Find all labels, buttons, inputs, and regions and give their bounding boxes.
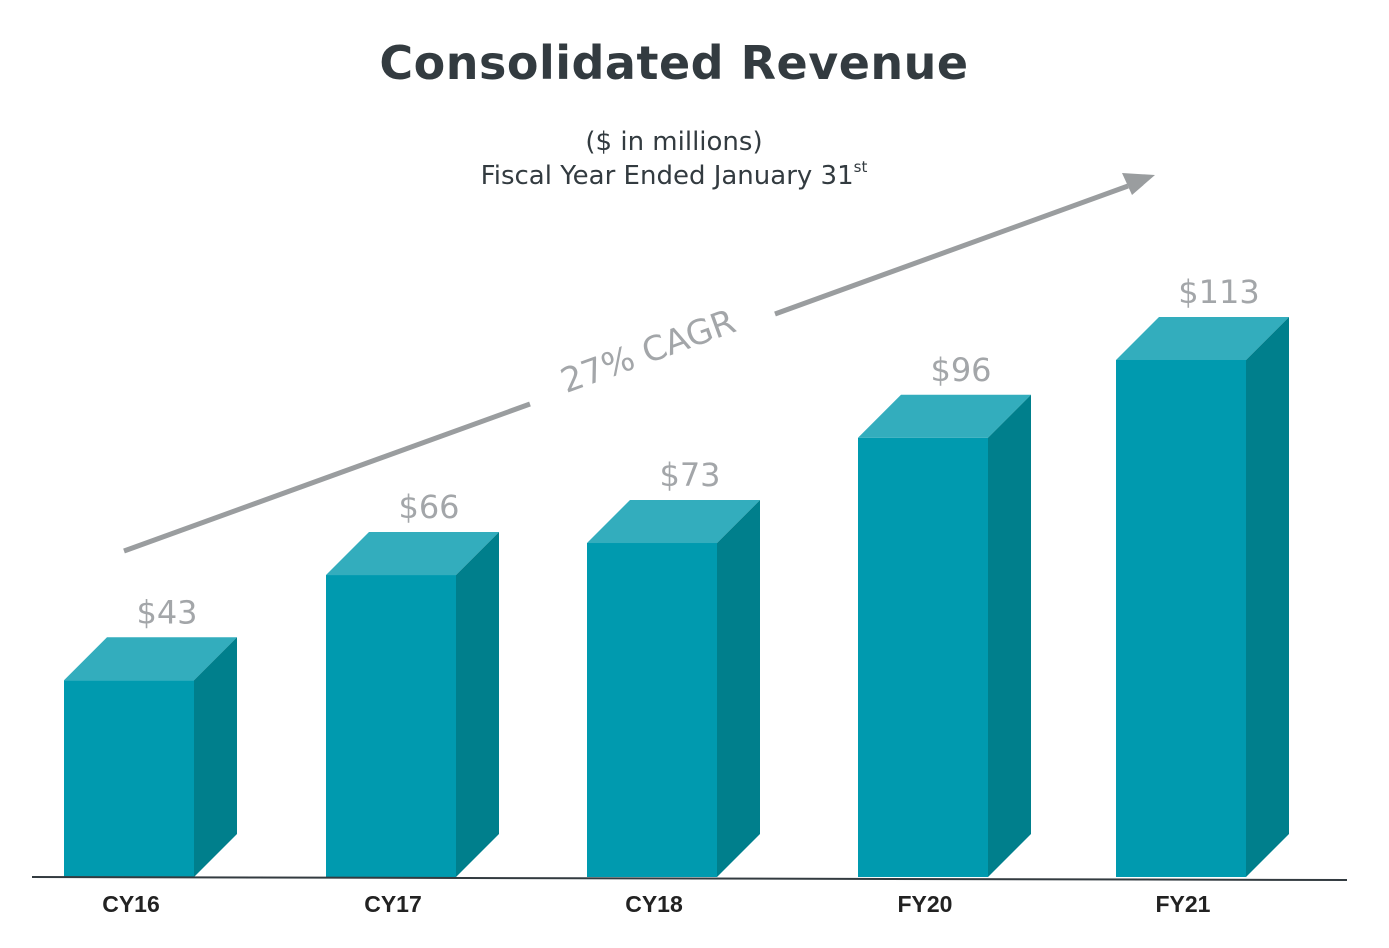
chart-title: Consolidated Revenue	[379, 36, 969, 90]
arrow-segment-right	[774, 183, 1129, 317]
chart-subtitle: ($ in millions) Fiscal Year Ended Januar…	[0, 125, 1348, 193]
bar-side-face	[1246, 317, 1289, 877]
subtitle-fiscal-year: Fiscal Year Ended January 31st	[0, 159, 1348, 193]
x-axis-line	[31, 876, 1348, 881]
bar-top-face	[1116, 317, 1289, 360]
category-label: FY21	[1156, 891, 1211, 917]
bar-side-face	[194, 637, 237, 877]
value-label: $43	[136, 593, 197, 631]
bar-side-face	[988, 394, 1031, 877]
bar-cy16: $43 CY16	[64, 593, 237, 917]
bar-fy20: $96 FY20	[858, 351, 1031, 917]
bar-side-face	[456, 532, 499, 877]
bars-group: $43 CY16 $66 CY17 $73 CY18 $96 FY20 $113 FY21	[64, 273, 1289, 917]
value-label: $66	[398, 488, 459, 526]
value-label: $96	[930, 351, 991, 389]
category-label: CY17	[364, 891, 422, 917]
bar-front-face	[858, 437, 988, 877]
category-label: FY20	[898, 891, 953, 917]
bar-top-face	[64, 637, 237, 681]
subtitle-fiscal-text: Fiscal Year Ended January 31	[480, 161, 854, 191]
subtitle-ordinal-suffix: st	[853, 158, 868, 176]
category-label: CY16	[102, 891, 160, 917]
bar-side-face	[717, 500, 760, 877]
bar-top-face	[326, 532, 499, 576]
subtitle-units: ($ in millions)	[585, 127, 763, 157]
bar-fy21: $113 FY21	[1116, 273, 1289, 917]
cagr-label: 27% CAGR	[556, 302, 741, 402]
bar-cy17: $66 CY17	[326, 488, 499, 917]
bar-top-face	[858, 394, 1031, 438]
bar-front-face	[64, 680, 194, 877]
bar-front-face	[326, 575, 456, 877]
bar-cy18: $73 CY18	[587, 456, 760, 917]
arrow-segment-left	[123, 401, 531, 554]
bar-front-face	[587, 543, 717, 877]
value-label: $113	[1178, 273, 1259, 311]
value-label: $73	[659, 456, 720, 494]
category-label: CY18	[625, 891, 683, 917]
bar-front-face	[1116, 360, 1246, 877]
bar-top-face	[587, 500, 760, 544]
arrow-head	[1122, 173, 1155, 195]
